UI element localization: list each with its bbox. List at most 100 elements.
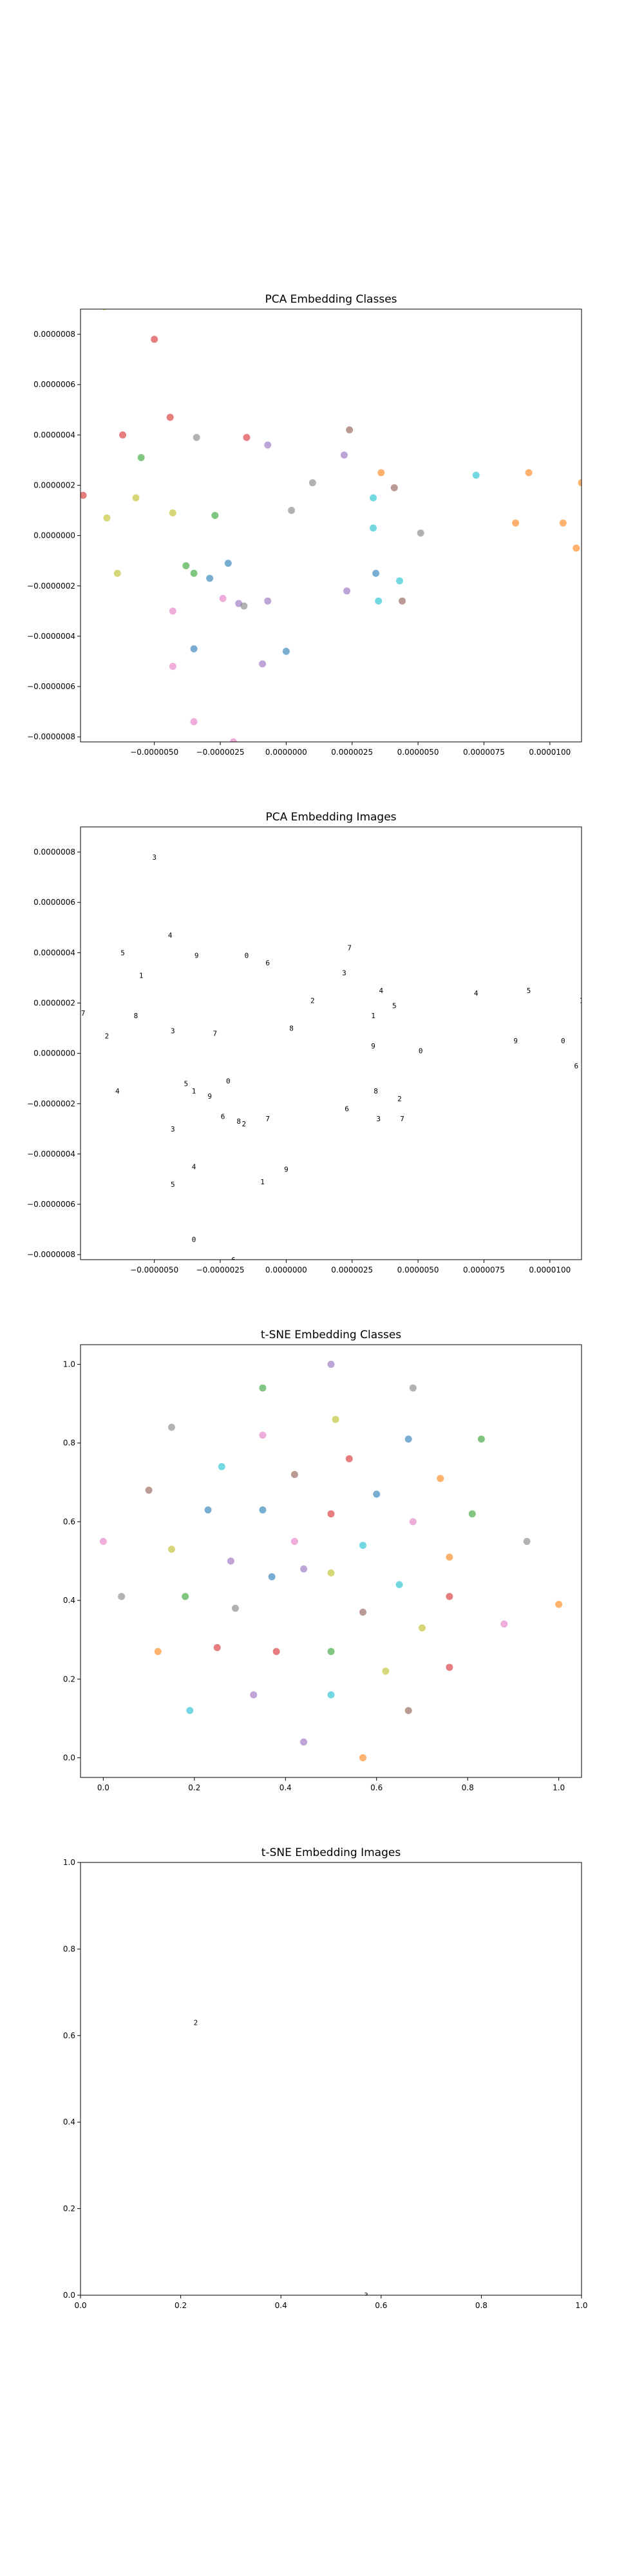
y-tick-label: −0.0000004 xyxy=(27,1150,75,1159)
scatter-point xyxy=(446,1593,453,1600)
digit-image-point: 9 xyxy=(284,1165,289,1173)
scatter-point xyxy=(213,1643,221,1651)
scatter-point xyxy=(182,1593,189,1600)
scatter-point xyxy=(327,1361,335,1368)
scatter-point xyxy=(235,600,243,607)
x-tick-label: 0.4 xyxy=(279,1783,292,1792)
digit-image-point: 1 xyxy=(192,1087,196,1095)
x-tick-label: 0.0 xyxy=(97,1783,109,1792)
scatter-point xyxy=(166,413,174,421)
scatter-point xyxy=(288,507,296,515)
y-tick-label: 1.0 xyxy=(63,1360,75,1369)
scatter-point xyxy=(446,1663,453,1671)
scatter-point xyxy=(375,597,383,605)
x-tick-label: 0.2 xyxy=(188,1783,200,1792)
digit-image-point: 2 xyxy=(397,1095,402,1103)
digit-image-point: 7 xyxy=(400,1115,404,1123)
scatter-point xyxy=(418,1624,426,1632)
y-tick-label: 0.6 xyxy=(63,1517,75,1526)
scatter-point xyxy=(190,569,198,577)
scatter-point xyxy=(154,1648,162,1656)
scatter-point xyxy=(472,471,480,479)
x-tick-label: 0.0000100 xyxy=(529,748,571,757)
scatter-point xyxy=(231,1604,239,1612)
digit-image-point: 0 xyxy=(245,951,249,960)
scatter-point xyxy=(169,509,176,516)
scatter-point xyxy=(99,1537,107,1545)
chart-title: t-SNE Embedding Images xyxy=(261,1846,401,1859)
scatter-point xyxy=(446,1553,453,1561)
plot-frame xyxy=(80,308,582,743)
digit-image-point: 6 xyxy=(231,1256,236,1264)
digit-image-point: 0 xyxy=(192,1236,196,1244)
y-tick-label: −0.0000006 xyxy=(27,1200,75,1209)
digit-image-point: 8 xyxy=(289,1025,294,1033)
digit-image-point: 6 xyxy=(265,959,270,967)
digit-image-point: 2 xyxy=(105,1032,109,1040)
scatter-point xyxy=(359,1754,367,1761)
scatter-point xyxy=(308,479,316,487)
scatter-point xyxy=(186,1707,194,1714)
scatter-point xyxy=(327,1648,335,1656)
y-tick-label: 0.2 xyxy=(63,1674,75,1683)
scatter-point xyxy=(409,1384,417,1392)
x-tick-label: 0.0 xyxy=(74,2301,86,2310)
digit-image-point: 2 xyxy=(194,2019,198,2027)
plot-frame xyxy=(80,826,582,1260)
scatter-point xyxy=(290,1471,298,1479)
x-tick-label: 1.0 xyxy=(575,2301,587,2310)
x-tick-label: 0.0000000 xyxy=(265,748,307,757)
y-tick-label: −0.0000004 xyxy=(27,632,75,641)
digit-image-point: 7 xyxy=(81,1009,86,1018)
scatter-point xyxy=(327,1510,335,1518)
y-tick-label: 0.8 xyxy=(63,1439,75,1448)
digit-image-point: 0 xyxy=(419,1047,423,1056)
scatter-point xyxy=(373,1490,381,1498)
scatter-point xyxy=(377,469,385,477)
y-tick-label: 0.0000000 xyxy=(33,1049,75,1058)
scatter-point xyxy=(268,1573,276,1580)
scatter-point xyxy=(512,519,520,527)
scatter-point xyxy=(346,426,354,434)
scatter-point xyxy=(224,560,232,567)
x-tick-label: 0.4 xyxy=(275,2301,287,2310)
digit-image-point: 7 xyxy=(213,1029,218,1037)
scatter-point xyxy=(211,511,219,519)
x-tick-label: 0.0000075 xyxy=(463,1265,505,1274)
scatter-point xyxy=(282,647,290,655)
scatter-point xyxy=(193,433,200,441)
scatter-point xyxy=(500,1620,508,1628)
scatter-point xyxy=(390,484,398,491)
digit-image-point: 3 xyxy=(152,853,156,862)
scatter-point xyxy=(372,569,380,577)
scatter-point xyxy=(343,587,351,595)
digit-image-point: 5 xyxy=(184,1080,188,1088)
scatter-point xyxy=(240,602,248,610)
digit-image-point: 2 xyxy=(242,1120,247,1128)
x-tick-label: −0.0000050 xyxy=(130,748,178,757)
digit-image-point: 6 xyxy=(574,1062,578,1070)
scatter-point xyxy=(167,1423,175,1431)
y-tick-label: 0.0000006 xyxy=(33,380,75,389)
x-tick-label: 0.0000075 xyxy=(463,748,505,757)
scatter-point xyxy=(370,524,377,532)
y-tick-label: 0.8 xyxy=(63,1944,75,1953)
scatter-point xyxy=(206,574,214,582)
digit-image-point: 4 xyxy=(379,987,383,995)
scatter-point xyxy=(345,1455,353,1463)
plot-frame xyxy=(80,1344,582,1778)
digit-image-point: 0 xyxy=(226,1077,231,1086)
y-tick-label: 0.0000008 xyxy=(33,330,75,339)
scatter-point xyxy=(264,597,272,605)
x-tick-label: 0.0000100 xyxy=(529,1265,571,1274)
digit-image-point: 3 xyxy=(171,1125,175,1133)
digit-image-point: 9 xyxy=(513,1037,518,1045)
digit-image-point: 8 xyxy=(134,1012,138,1020)
scatter-point xyxy=(359,1608,367,1616)
scatter-point xyxy=(80,491,87,499)
x-tick-label: 0.6 xyxy=(375,2301,387,2310)
digit-image-point: 5 xyxy=(171,1180,175,1189)
digit-image-point: 5 xyxy=(120,949,125,957)
digit-image-point: 3 xyxy=(364,2291,368,2300)
